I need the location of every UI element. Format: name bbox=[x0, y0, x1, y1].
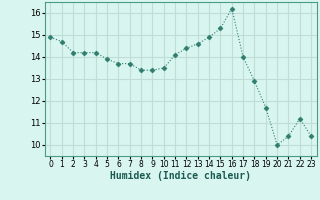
X-axis label: Humidex (Indice chaleur): Humidex (Indice chaleur) bbox=[110, 171, 251, 181]
